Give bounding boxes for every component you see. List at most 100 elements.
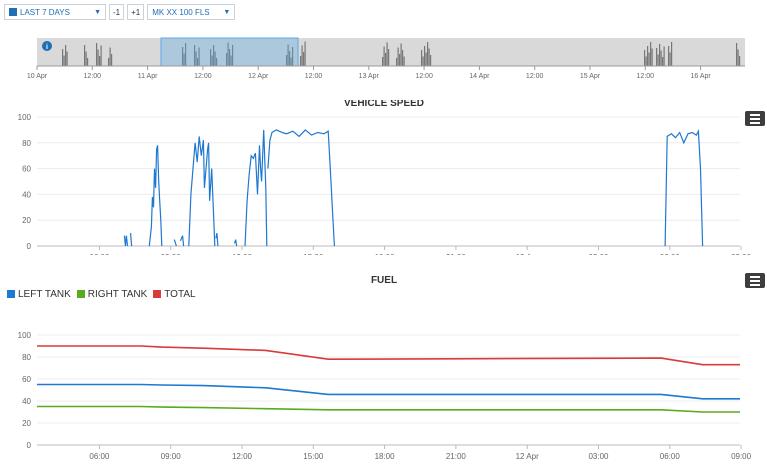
navigator-minichart — [62, 41, 741, 66]
next-range-button[interactable]: +1 — [127, 4, 145, 20]
navigator-bar — [739, 56, 741, 66]
navigator-bar — [289, 51, 291, 66]
x-tick-label: 12 Apr — [516, 253, 539, 255]
navigator-selection[interactable] — [160, 37, 299, 67]
navigator-bar — [303, 52, 305, 66]
navigator-bar — [87, 58, 89, 66]
navigator-tick-label: 10 Apr — [27, 73, 48, 80]
previous-range-button[interactable]: -1 — [109, 4, 125, 20]
navigator-bar — [210, 49, 212, 66]
x-tick-label: 06:00 — [660, 452, 681, 461]
navigator-bar — [421, 50, 423, 66]
x-tick-label: 09:00 — [731, 253, 752, 255]
navigator-bar — [216, 58, 218, 66]
navigator-bar — [657, 54, 659, 66]
x-tick-label: 03:00 — [588, 452, 609, 461]
navigator-bar — [100, 45, 102, 66]
navigator-bar — [194, 45, 196, 66]
navigator-bar — [396, 58, 398, 66]
navigator-tick-label: 12:00 — [637, 73, 655, 80]
navigator-bar — [226, 53, 228, 66]
navigator-tick-label: 12:00 — [194, 73, 212, 80]
navigator-bar — [663, 46, 665, 66]
navigator-bar — [65, 45, 67, 66]
navigator-bar — [382, 57, 384, 66]
navigator-tick-label: 12:00 — [415, 73, 433, 80]
navigator-bar — [428, 48, 430, 66]
navigator-bar — [63, 55, 65, 66]
y-tick-label: 100 — [18, 113, 32, 122]
navigator-bar — [399, 54, 401, 66]
speed-series-segment — [664, 129, 704, 247]
y-tick-label: 40 — [22, 190, 31, 199]
x-tick-label: 09:00 — [161, 452, 182, 461]
x-tick-label: 12 Apr — [516, 452, 539, 461]
navigator-bar — [669, 52, 671, 66]
x-tick-label: 06:00 — [89, 253, 110, 255]
y-tick-label: 0 — [27, 242, 32, 251]
navigator-tick-label: 12:00 — [305, 73, 323, 80]
info-icon[interactable] — [42, 41, 52, 51]
navigator-bar — [400, 43, 402, 66]
navigator-tick-label: 11 Apr — [138, 73, 158, 80]
navigator-bar — [383, 46, 385, 66]
speed-series-segment — [148, 145, 163, 247]
vehicle-select[interactable]: MK XX 100 FLS ▼ — [147, 4, 236, 20]
navigator-bar — [668, 46, 670, 66]
fuel-series-line — [37, 405, 740, 413]
navigator-bar — [211, 55, 213, 66]
navigator-bar — [287, 44, 289, 66]
navigator-bar — [185, 43, 187, 66]
navigator-bar — [197, 58, 199, 66]
y-tick-label: 60 — [22, 375, 31, 384]
y-tick-label: 80 — [22, 139, 31, 148]
y-tick-label: 60 — [22, 165, 31, 174]
speed-chart: VEHICLE SPEED 0 20 40 60 80 100 06:00 09:00 12:… — [18, 100, 752, 255]
navigator-bar — [195, 51, 197, 66]
navigator-bar — [425, 52, 427, 66]
navigator-bar — [99, 56, 101, 66]
y-tick-label: 0 — [27, 441, 32, 450]
navigator-bar — [397, 47, 399, 66]
navigator-bar — [304, 41, 306, 66]
navigator-bar — [183, 53, 185, 66]
legend-item-total[interactable]: TOTAL — [153, 289, 196, 300]
x-tick-label: 21:00 — [446, 452, 467, 461]
navigator-tick-label: 16 Apr — [690, 73, 711, 80]
range-navigator[interactable]: i 10 Apr 12:00 11 Apr 12:00 12 Apr 12:00 13 Ap… — [0, 33, 767, 83]
x-tick-label: 18:00 — [375, 452, 396, 461]
speed-series-segment — [173, 239, 177, 247]
speed-series-segment — [188, 136, 216, 247]
y-tick-label: 20 — [22, 419, 31, 428]
x-tick-label: 15:00 — [303, 253, 324, 255]
calendar-icon — [9, 8, 17, 16]
date-range-select[interactable]: LAST 7 DAYS ▼ — [4, 4, 106, 20]
navigator-bar — [644, 50, 646, 66]
x-tick-label: 15:00 — [303, 452, 324, 461]
fuel-chart-menu-button[interactable] — [745, 273, 765, 288]
speed-series-segment — [244, 129, 268, 247]
info-icon-glyph: i — [46, 44, 48, 51]
fuel-chart: 0 20 40 60 80 100 06:00 09:00 12:00 15:00 18:00 21… — [18, 331, 752, 461]
chevron-down-icon: ▼ — [223, 8, 231, 16]
navigator-bar — [84, 45, 86, 66]
fuel-chart-title: FUEL — [371, 275, 397, 286]
fuel-series-line — [37, 345, 740, 366]
navigator-bar — [736, 43, 738, 66]
navigator-bar — [385, 53, 387, 66]
vehicle-label: MK XX 100 FLS — [152, 7, 210, 17]
navigator-bar — [108, 58, 110, 66]
navigator-bar — [645, 56, 647, 66]
navigator-bar — [656, 48, 658, 66]
legend-item-left-tank[interactable]: LEFT TANK — [7, 289, 71, 300]
legend-item-right-tank[interactable]: RIGHT TANK — [76, 289, 147, 300]
navigator-bar — [737, 49, 739, 66]
navigator-tick-label: 14 Apr — [469, 73, 490, 80]
navigator-bar — [659, 44, 661, 66]
navigator-bar — [647, 46, 649, 66]
speed-chart-menu-button[interactable] — [745, 111, 765, 126]
navigator-bar — [650, 42, 652, 66]
navigator-ticks: 10 Apr 12:00 11 Apr 12:00 12 Apr 12:00 13 Apr 1… — [27, 66, 711, 80]
speed-series-segment — [267, 129, 335, 247]
x-tick-label: 21:00 — [446, 253, 467, 255]
